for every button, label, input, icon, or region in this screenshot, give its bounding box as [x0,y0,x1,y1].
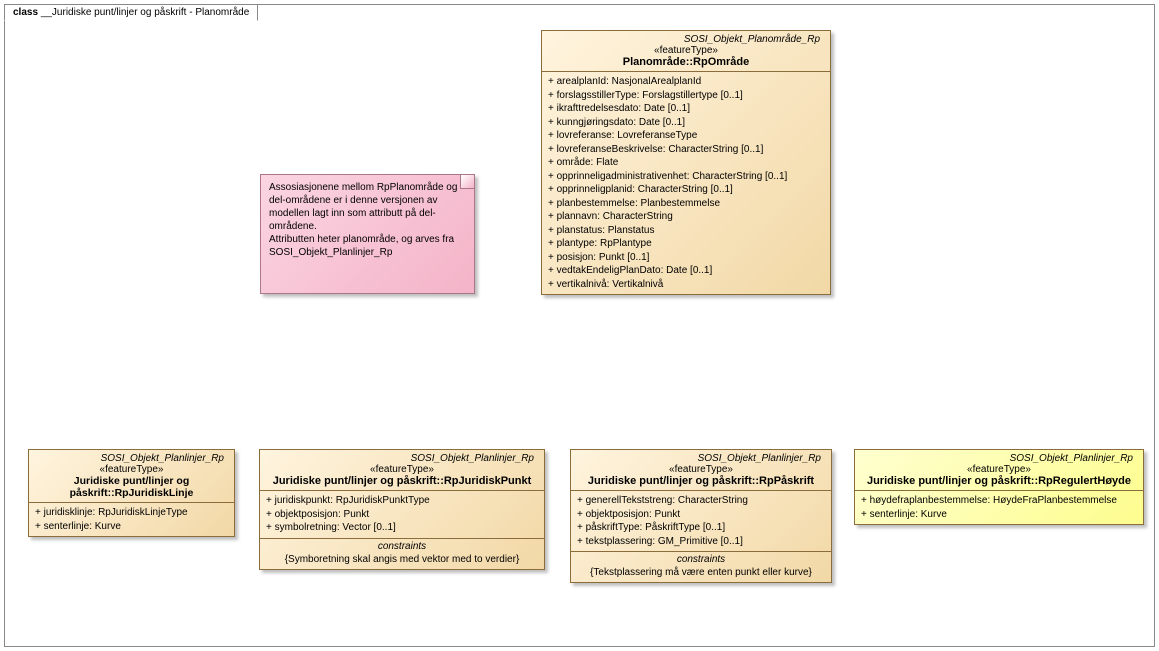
attribute-row: + juridiskpunkt: RpJuridiskPunktType [266,494,538,508]
diagram-frame: class __Juridiske punt/linjer og påskrif… [4,4,1155,647]
attribute-row: + vedtakEndeligPlanDato: Date [0..1] [548,264,824,278]
class-package: SOSI_Objekt_Planområde_Rp [548,34,824,45]
class-stereotype: «featureType» [861,464,1137,475]
class-attributes: + generellTekststreng: CharacterString+ … [571,491,831,551]
class-title: Juridiske punt/linjer og påskrift::RpJur… [35,475,228,499]
attribute-row: + arealplanId: NasjonalArealplanId [548,75,824,89]
class-rppaaskrift: SOSI_Objekt_Planlinjer_Rp «featureType» … [570,449,832,583]
attribute-row: + senterlinje: Kurve [861,508,1137,522]
class-title: Planområde::RpOmråde [548,56,824,68]
class-header: SOSI_Objekt_Planlinjer_Rp «featureType» … [29,450,234,503]
class-header: SOSI_Objekt_Planlinjer_Rp «featureType» … [855,450,1143,491]
class-attributes: + arealplanId: NasjonalArealplanId+ fors… [542,72,830,294]
uml-note: Assosiasjonene mellom RpPlanområde og de… [260,174,475,294]
class-package: SOSI_Objekt_Planlinjer_Rp [266,453,538,464]
constraints-label: constraints [571,551,831,565]
attribute-row: + planbestemmelse: Planbestemmelse [548,197,824,211]
attribute-row: + forslagsstillerType: Forslagstillertyp… [548,89,824,103]
note-text: Assosiasjonene mellom RpPlanområde og de… [269,181,466,259]
class-rpregulerthoyde: SOSI_Objekt_Planlinjer_Rp «featureType» … [854,449,1144,525]
class-stereotype: «featureType» [548,45,824,56]
attribute-row: + kunngjøringsdato: Date [0..1] [548,116,824,130]
attribute-row: + posisjon: Punkt [0..1] [548,251,824,265]
class-stereotype: «featureType» [35,464,228,475]
attribute-row: + område: Flate [548,156,824,170]
class-attributes: + høydefraplanbestemmelse: HøydeFraPlanb… [855,491,1143,524]
attribute-row: + symbolretning: Vector [0..1] [266,521,538,535]
class-attributes: + juridiskpunkt: RpJuridiskPunktType+ ob… [260,491,544,538]
attribute-row: + objektposisjon: Punkt [577,508,825,522]
tab-prefix: class [13,7,41,18]
attribute-row: + objektposisjon: Punkt [266,508,538,522]
class-header: SOSI_Objekt_Planlinjer_Rp «featureType» … [260,450,544,491]
class-package: SOSI_Objekt_Planlinjer_Rp [35,453,228,464]
class-title: Juridiske punt/linjer og påskrift::RpJur… [266,475,538,487]
constraints-label: constraints [260,538,544,552]
class-package: SOSI_Objekt_Planlinjer_Rp [577,453,825,464]
attribute-row: + lovreferanseBeskrivelse: CharacterStri… [548,143,824,157]
attribute-row: + generellTekststreng: CharacterString [577,494,825,508]
attribute-row: + juridisklinje: RpJuridiskLinjeType [35,506,228,520]
class-header: SOSI_Objekt_Planområde_Rp «featureType» … [542,31,830,72]
constraints-text: {Symboretning skal angis med vektor med … [260,552,544,569]
attribute-row: + vertikalnivå: Vertikalnivå [548,278,824,292]
class-stereotype: «featureType» [577,464,825,475]
attribute-row: + ikrafttredelsesdato: Date [0..1] [548,102,824,116]
diagram-tab: class __Juridiske punt/linjer og påskrif… [4,4,258,21]
attribute-row: + opprinneligplanid: CharacterString [0.… [548,183,824,197]
class-title: Juridiske punt/linjer og påskrift::RpPås… [577,475,825,487]
attribute-row: + lovreferanse: LovreferanseType [548,129,824,143]
attribute-row: + høydefraplanbestemmelse: HøydeFraPlanb… [861,494,1137,508]
class-rpjuridiskpunkt: SOSI_Objekt_Planlinjer_Rp «featureType» … [259,449,545,570]
class-title: Juridiske punt/linjer og påskrift::RpReg… [861,475,1137,487]
attribute-row: + planstatus: Planstatus [548,224,824,238]
note-fold-icon [460,175,474,189]
class-rpjuridisklinje: SOSI_Objekt_Planlinjer_Rp «featureType» … [28,449,235,537]
attribute-row: + plannavn: CharacterString [548,210,824,224]
attribute-row: + tekstplassering: GM_Primitive [0..1] [577,535,825,549]
attribute-row: + påskriftType: PåskriftType [0..1] [577,521,825,535]
class-attributes: + juridisklinje: RpJuridiskLinjeType+ se… [29,503,234,536]
attribute-row: + opprinneligadministrativenhet: Charact… [548,170,824,184]
attribute-row: + plantype: RpPlantype [548,237,824,251]
class-stereotype: «featureType» [266,464,538,475]
constraints-text: {Tekstplassering må være enten punkt ell… [571,565,831,582]
tab-title: __Juridiske punt/linjer og påskrift - Pl… [41,7,249,18]
class-rpomraade: SOSI_Objekt_Planområde_Rp «featureType» … [541,30,831,295]
class-header: SOSI_Objekt_Planlinjer_Rp «featureType» … [571,450,831,491]
attribute-row: + senterlinje: Kurve [35,520,228,534]
class-package: SOSI_Objekt_Planlinjer_Rp [861,453,1137,464]
